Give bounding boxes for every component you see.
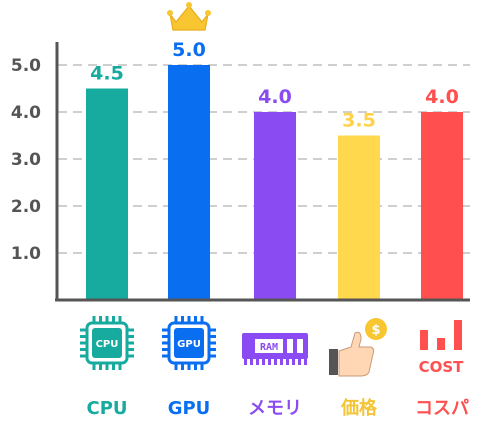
- bar-1: [86, 88, 128, 300]
- ram-module-icon: RAM: [242, 333, 308, 365]
- bars: [86, 65, 463, 300]
- value-label-5: 4.0: [425, 86, 459, 108]
- category-labels: CPU GPU メモリ 価格 コスパ: [86, 397, 469, 419]
- ram-text: RAM: [260, 342, 278, 353]
- category-label-4: 価格: [340, 397, 378, 419]
- value-label-4: 3.5: [342, 110, 376, 132]
- category-label-1: CPU: [86, 398, 127, 419]
- value-label-3: 4.0: [258, 86, 292, 108]
- cpu-chip-icon: CPU: [80, 316, 134, 370]
- bar-3: [254, 112, 296, 300]
- value-labels: 4.5 5.0 4.0 3.5 4.0: [90, 2, 459, 132]
- coin-text: $: [371, 323, 380, 338]
- y-tick-label: 3.0: [11, 150, 41, 170]
- y-tick-label: 2.0: [11, 197, 41, 217]
- y-tick-labels: 1.0 2.0 3.0 4.0 5.0: [11, 56, 41, 264]
- price-thumbs-up-coin-icon: $: [329, 318, 387, 377]
- value-label-1: 4.5: [90, 63, 124, 85]
- category-label-5: コスパ: [415, 398, 469, 419]
- category-label-2: GPU: [168, 398, 211, 419]
- y-tick-label: 4.0: [11, 103, 41, 123]
- category-icons: CPU GPU RAM $ COST: [80, 316, 465, 377]
- bar-4: [338, 135, 380, 300]
- cost-bar-chart-icon: COST: [419, 320, 465, 376]
- value-label-2: 5.0: [172, 39, 206, 61]
- bar-5: [421, 112, 463, 300]
- category-label-3: メモリ: [248, 398, 302, 419]
- y-tick-label: 1.0: [11, 244, 41, 264]
- cost-text: COST: [419, 358, 465, 376]
- chip-text: CPU: [96, 339, 119, 350]
- bar-2: [168, 65, 210, 300]
- chip-text: GPU: [177, 339, 201, 350]
- axes: [55, 42, 470, 302]
- crown-icon: [167, 2, 211, 31]
- y-tick-label: 5.0: [11, 56, 41, 76]
- gpu-chip-icon: GPU: [162, 316, 216, 370]
